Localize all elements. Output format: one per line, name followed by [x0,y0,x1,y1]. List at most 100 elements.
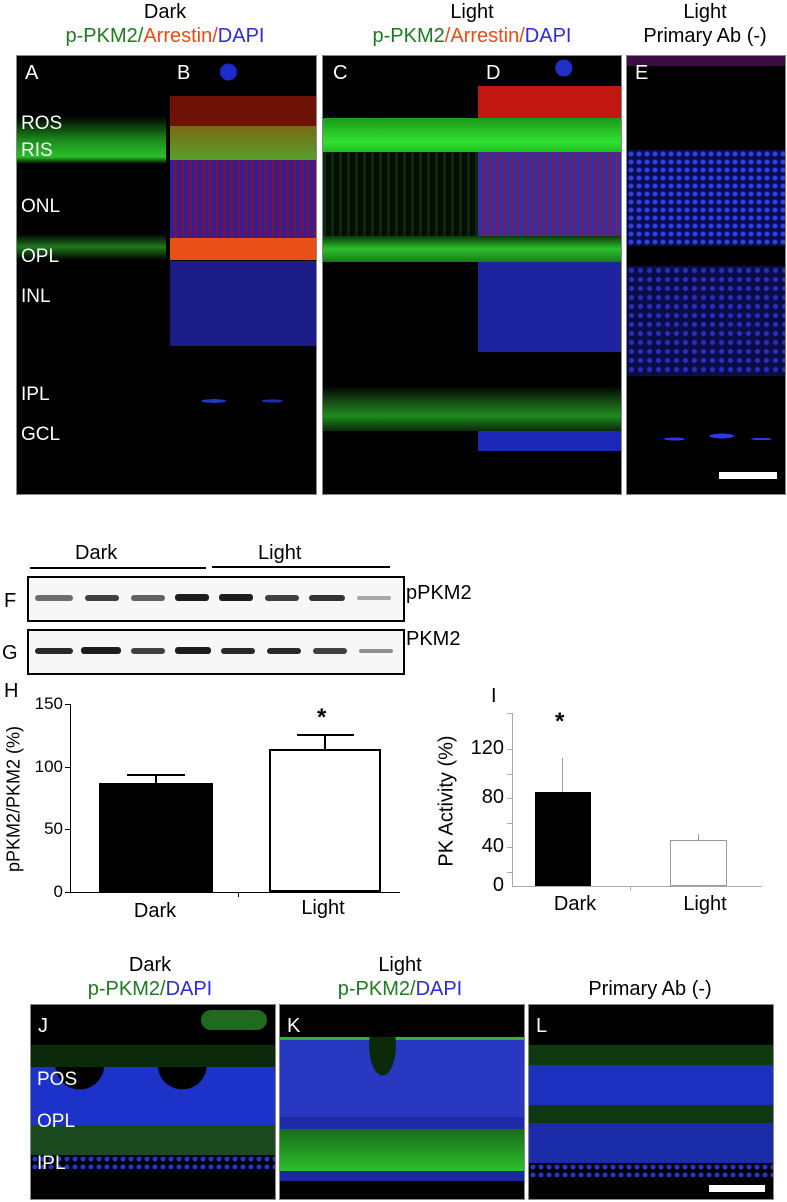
ytick: 50 [44,819,63,838]
chart-i: 120 80 40 0 * [460,700,787,896]
band-lane-6 [267,648,301,654]
chart-i-ylabel: PK Activity (%) [434,706,460,896]
ytick: 0 [492,874,504,896]
scale-bar [709,1185,765,1192]
significance-star: * [555,708,565,735]
sep: / [410,978,416,1000]
bar-dark [99,783,213,892]
title-light-stains: p-PKM2/Arrestin/DAPI [322,24,622,48]
ylabel-text: PK Activity (%) [435,735,458,867]
bar-light [269,749,381,892]
band-lane-6 [265,595,299,601]
chart-h-ylabel: pPKM2/PKM2 (%) [2,706,26,892]
chart-h: 150 100 50 0 * [30,694,410,901]
panel-label-e: E [635,62,649,84]
scale-bar [719,472,777,479]
xlabel-dark: Dark [553,893,597,915]
title-bottom-neg: Primary Ab (-) [530,977,770,1001]
xlabel-light: Light [683,893,727,915]
stain-dapi: DAPI [524,25,572,47]
blot-pkm2 [27,629,405,675]
significance-star: * [317,704,327,731]
blot-ppkm2 [27,576,405,622]
title-light-condition: Light [450,1,494,23]
band-lane-2 [81,647,121,654]
band-lane-7 [309,595,345,601]
sep: / [212,25,218,47]
xlabel-light: Light [301,897,345,919]
blot-label-pkm2: PKM2 [406,628,461,650]
stain-dapi: DAPI [165,978,213,1000]
sep: / [137,25,144,47]
micrograph-panel-k: K [279,1004,525,1200]
title-condition: Dark [128,954,172,976]
panel-label-l: L [536,1015,548,1037]
blot-label-ppkm2: pPKM2 [406,582,472,604]
band-lane-4 [175,594,209,601]
band-lane-7 [313,648,347,654]
layer-label-ris: RIS [21,140,53,161]
ytick: 40 [481,835,504,857]
ytick: 0 [53,882,63,901]
layer-label-pos: POS [37,1069,78,1090]
title-dark: Dark p-PKM2/Arrestin/DAPI [20,0,310,48]
title-neg-condition: Light [683,1,727,23]
blot-group-line-dark [30,567,206,569]
panel-label-j: J [38,1015,48,1037]
panel-label-h: H [4,680,19,702]
blot-group-line-light [212,566,390,568]
blot-group-light: Light [258,542,302,564]
title-dark-condition: Dark [143,1,187,23]
ytick: 80 [481,786,504,808]
band-lane-5 [221,648,255,654]
layer-label-gcl: GCL [21,424,61,445]
bar-dark [535,792,591,886]
band-lane-1 [35,648,73,654]
micrograph-panel-e: E [626,55,786,495]
band-lane-8 [357,596,391,600]
blot-group-dark: Dark [75,542,118,564]
micrograph-panel-cd: C D [322,55,622,495]
sep: / [519,25,525,47]
stain-arrestin: Arrestin [143,25,213,47]
band-lane-4 [175,647,211,654]
band-lane-2 [85,595,119,601]
layer-label-inl: INL [21,286,51,307]
panel-label-k: K [287,1015,301,1037]
stain-ppkm2: p-PKM2 [337,978,410,1000]
panel-label-d: D [486,62,501,84]
title-negative-control: Light Primary Ab (-) [620,0,787,48]
title-bottom-dark: Dark p-PKM2/DAPI [30,953,270,1001]
layer-label-opl: OPL [21,246,60,267]
stain-dapi: DAPI [217,25,265,47]
ytick: 120 [470,737,504,759]
micrograph-panel-l: L [528,1004,774,1200]
layer-label-ipl: IPL [21,384,50,405]
layer-label-onl: ONL [21,196,61,217]
xlabel-dark: Dark [133,900,177,922]
sep: / [160,978,166,1000]
panel-label-b: B [177,62,191,84]
band-lane-3 [131,595,165,601]
ytick: 150 [34,694,63,713]
stain-dapi: DAPI [415,978,463,1000]
band-lane-8 [359,649,393,653]
band-lane-1 [35,595,73,601]
stain-arrestin: Arrestin [450,25,520,47]
title-condition: Light [378,954,422,976]
bar-light [670,840,727,886]
band-lane-5 [219,594,253,601]
layer-label-ros: ROS [21,113,63,134]
title-bottom-light: Light p-PKM2/DAPI [280,953,520,1001]
layer-label-ipl: IPL [37,1153,66,1174]
ytick: 100 [34,757,63,776]
micrograph-panel-ab: A B ROS RIS ONL OPL INL IPL GCL [16,55,317,495]
ylabel-text: pPKM2/PKM2 (%) [3,725,24,873]
sep: / [444,25,451,47]
title-neg-ab: Primary Ab (-) [588,978,712,1000]
layer-label-opl: OPL [37,1111,76,1132]
stain-ppkm2: p-PKM2 [372,25,445,47]
title-light: Light p-PKM2/Arrestin/DAPI [322,0,622,48]
panel-label-c: C [333,62,348,84]
panel-label-a: A [25,62,39,84]
